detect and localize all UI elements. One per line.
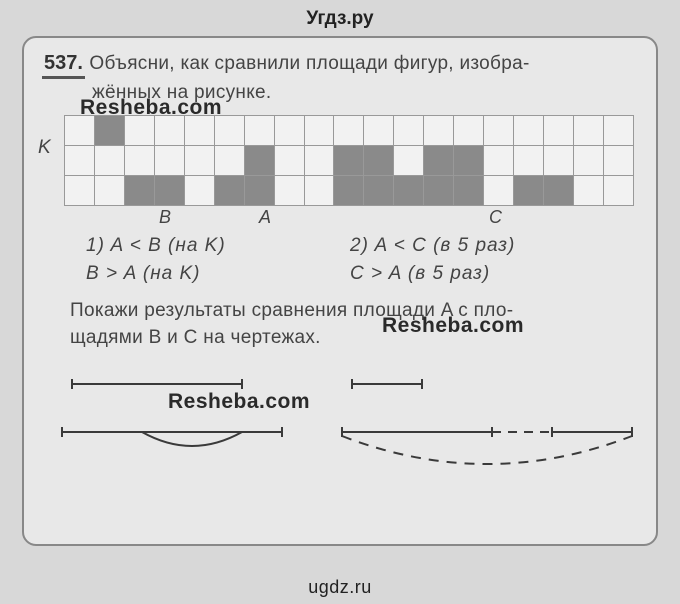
post-line-2: щадями B и C на чертежах. xyxy=(70,324,638,352)
comparisons-block: 1) A < B (на K) B > A (на K) 2) A < C (в… xyxy=(42,235,638,291)
label-a: A xyxy=(259,207,271,228)
page-footer: ugdz.ru xyxy=(0,577,680,598)
post-text: Покажи результаты сравнения площади A с … xyxy=(42,297,638,352)
problem-number: 537. xyxy=(42,52,85,79)
problem-card: 537. Объясни, как сравнили площади фигур… xyxy=(22,36,658,546)
shape-grid-table xyxy=(64,115,634,206)
problem-text-1: Объясни, как сравнили площади фигур, изо… xyxy=(89,53,529,74)
comparison-col-2: 2) A < C (в 5 раз) C > A (в 5 раз) xyxy=(340,235,638,291)
page-header: Угдз.ру xyxy=(0,0,680,30)
post-line-1: Покажи результаты сравнения площади A с … xyxy=(70,297,638,325)
line-graphs: Resheba.com xyxy=(42,372,638,482)
problem-heading: 537. Объясни, как сравнили площади фигур… xyxy=(42,50,638,79)
graph-svg xyxy=(42,372,642,482)
cmp-2-1: 2) A < C (в 5 раз) xyxy=(340,235,638,257)
cmp-1-2: B > A (на K) xyxy=(42,263,340,285)
watermark-2: Resheba.com xyxy=(382,314,524,338)
cmp-2-2: C > A (в 5 раз) xyxy=(340,263,638,285)
watermark-3: Resheba.com xyxy=(168,390,310,414)
label-b: B xyxy=(159,207,171,228)
grid-labels: B A C xyxy=(64,207,634,227)
comparison-col-1: 1) A < B (на K) B > A (на K) xyxy=(42,235,340,291)
cmp-1-1: 1) A < B (на K) xyxy=(42,235,340,257)
label-k: K xyxy=(38,137,51,159)
label-c: C xyxy=(489,207,502,228)
figure-grid: K B A C xyxy=(42,115,638,221)
